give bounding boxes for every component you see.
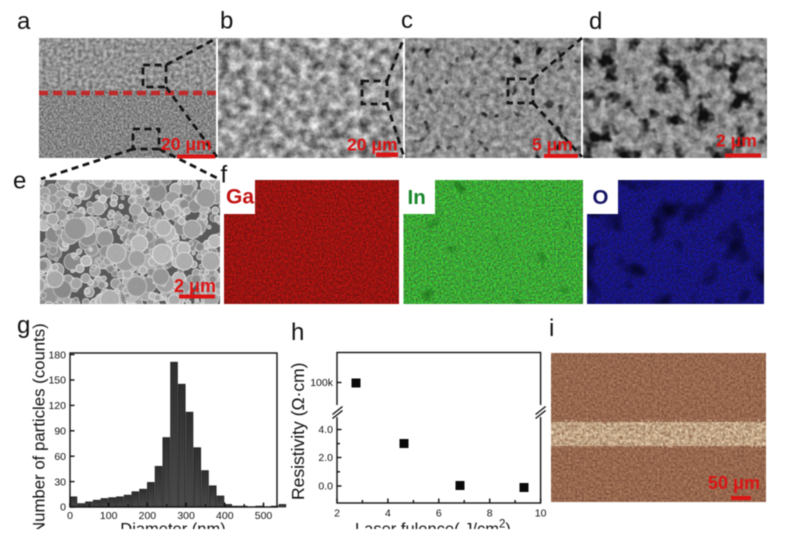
svg-text:100: 100: [100, 510, 118, 522]
svg-text:In: In: [408, 186, 426, 209]
svg-text:90: 90: [54, 426, 66, 438]
svg-text:i: i: [549, 315, 554, 342]
svg-text:4.0: 4.0: [318, 424, 333, 436]
svg-text:2 μm: 2 μm: [716, 131, 757, 151]
svg-text:c: c: [401, 7, 413, 34]
svg-text:0.0: 0.0: [318, 481, 333, 493]
svg-text:Number of particles (counts): Number of particles (counts): [30, 323, 49, 529]
svg-text:0: 0: [67, 510, 73, 522]
svg-text:d: d: [589, 8, 602, 35]
svg-text:2: 2: [334, 508, 340, 520]
svg-text:Laser fulence( J/cm2): Laser fulence( J/cm2): [355, 519, 511, 530]
svg-text:6: 6: [436, 508, 442, 520]
svg-text:Resistivity (Ω·cm): Resistivity (Ω·cm): [288, 362, 308, 500]
svg-text:100k: 100k: [310, 377, 334, 389]
svg-text:h: h: [291, 319, 304, 346]
svg-text:20 μm: 20 μm: [161, 134, 212, 154]
svg-text:2 μm: 2 μm: [174, 276, 216, 296]
svg-text:8: 8: [487, 508, 493, 520]
svg-text:200: 200: [139, 510, 157, 522]
svg-text:g: g: [17, 312, 30, 339]
svg-text:Ga: Ga: [226, 186, 254, 209]
svg-text:10: 10: [535, 508, 547, 520]
svg-text:60: 60: [54, 451, 66, 463]
svg-text:5 μm: 5 μm: [532, 135, 573, 155]
svg-text:O: O: [593, 186, 609, 209]
svg-text:30: 30: [54, 476, 66, 488]
svg-text:f: f: [221, 162, 228, 189]
svg-text:a: a: [17, 8, 31, 35]
svg-text:400: 400: [216, 510, 234, 522]
svg-text:Diameter (nm): Diameter (nm): [120, 521, 225, 530]
svg-text:150: 150: [48, 375, 66, 387]
svg-text:500: 500: [255, 510, 273, 522]
svg-text:120: 120: [48, 400, 66, 412]
svg-text:b: b: [220, 8, 233, 35]
svg-text:0: 0: [60, 502, 66, 514]
svg-text:20 μm: 20 μm: [347, 135, 398, 155]
svg-text:e: e: [13, 168, 26, 195]
svg-text:2.0: 2.0: [318, 452, 333, 464]
svg-text:300: 300: [177, 510, 195, 522]
svg-text:50 μm: 50 μm: [708, 473, 760, 493]
svg-text:180: 180: [48, 349, 66, 361]
svg-text:4: 4: [385, 508, 391, 520]
